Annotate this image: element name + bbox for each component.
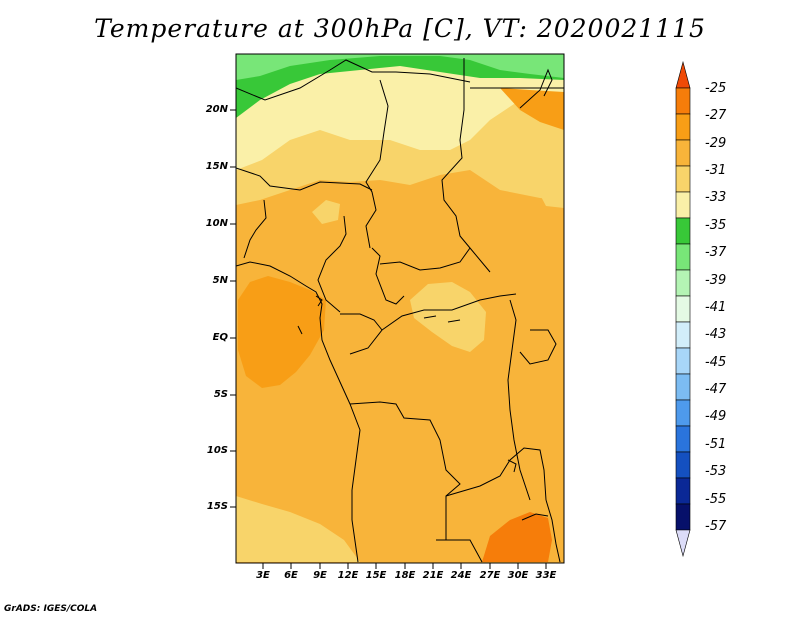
colorbar-segment [675, 243, 691, 271]
lon-label-6e: 6E [284, 570, 298, 581]
colorbar-segment [675, 217, 691, 245]
colorbar-segment [675, 477, 691, 505]
colorbar-segment [675, 451, 691, 479]
temperature-field [236, 54, 564, 563]
colorbar-label-m49: -49 [705, 409, 727, 424]
colorbar-label-m45: -45 [705, 355, 727, 370]
colorbar-label-m31: -31 [705, 163, 727, 178]
field-band-35 [236, 54, 564, 170]
colorbar-segment [675, 321, 691, 349]
map-title: Temperature at 300hPa [C], VT: 202002111… [94, 14, 706, 43]
field-band-39 [236, 54, 564, 80]
field-cool-southwest [236, 496, 360, 562]
field-cool-east [530, 170, 564, 208]
colorbar-label-m47: -47 [705, 382, 727, 397]
lat-label-10s: 10S [206, 445, 228, 456]
colorbar-bottom-arrow [675, 529, 691, 558]
colorbar-segment [675, 373, 691, 401]
colorbar-segment [675, 191, 691, 219]
colorbar-segment [675, 165, 691, 193]
lon-label-21e: 21E [422, 570, 444, 581]
lat-label-10n: 10N [205, 218, 228, 229]
colorbar-label-m33: -33 [705, 190, 727, 205]
colorbar-label-m53: -53 [705, 464, 727, 479]
lat-label-eq: EQ [212, 332, 228, 343]
field-cool-central [410, 282, 486, 352]
colorbar-label-m41: -41 [705, 300, 727, 315]
colorbar-label-m43: -43 [705, 327, 727, 342]
colorbar-segment [675, 347, 691, 375]
lon-label-3e: 3E [256, 570, 270, 581]
colorbar-segment [675, 113, 691, 141]
colorbar-top-arrow [675, 60, 691, 89]
field-band-37 [236, 54, 564, 118]
lat-label-15n: 15N [205, 161, 228, 172]
colorbar-label-m29: -29 [705, 136, 727, 151]
colorbar-label-m55: -55 [705, 492, 727, 507]
field-hot-southeast [482, 512, 552, 562]
lon-label-15e: 15E [365, 570, 387, 581]
colorbar-label-m25: -25 [705, 81, 727, 96]
lon-label-18e: 18E [394, 570, 416, 581]
country-borders [236, 58, 564, 563]
colorbar-label-m37: -37 [705, 245, 727, 260]
lat-label-15s: 15S [206, 501, 228, 512]
axis-ticks [230, 109, 547, 569]
colorbar-segment [675, 139, 691, 167]
lat-label-20n: 20N [205, 104, 228, 115]
lon-label-33e: 33E [535, 570, 557, 581]
map-frame [235, 53, 565, 564]
field-warm-west [238, 276, 326, 388]
field-cool-north [312, 200, 340, 224]
lon-label-30e: 30E [507, 570, 529, 581]
colorbar-segment [675, 425, 691, 453]
lat-label-5n: 5N [212, 275, 228, 286]
lon-label-12e: 12E [337, 570, 359, 581]
lon-label-9e: 9E [313, 570, 327, 581]
colorbar-segment [675, 269, 691, 297]
colorbar-segment [675, 87, 691, 115]
lon-label-24e: 24E [450, 570, 472, 581]
colorbar-segment [675, 503, 691, 531]
colorbar-segment [675, 399, 691, 427]
colorbar [675, 60, 691, 558]
colorbar-label-m51: -51 [705, 437, 727, 452]
colorbar-label-m35: -35 [705, 218, 727, 233]
lon-label-27e: 27E [479, 570, 501, 581]
colorbar-label-m57: -57 [705, 519, 727, 534]
colorbar-label-m27: -27 [705, 108, 727, 123]
colorbar-segment [675, 295, 691, 323]
grads-credit: GrADS: IGES/COLA [4, 604, 98, 614]
lat-label-5s: 5S [213, 389, 228, 400]
colorbar-label-m39: -39 [705, 273, 727, 288]
field-warm-northeast [500, 88, 564, 130]
